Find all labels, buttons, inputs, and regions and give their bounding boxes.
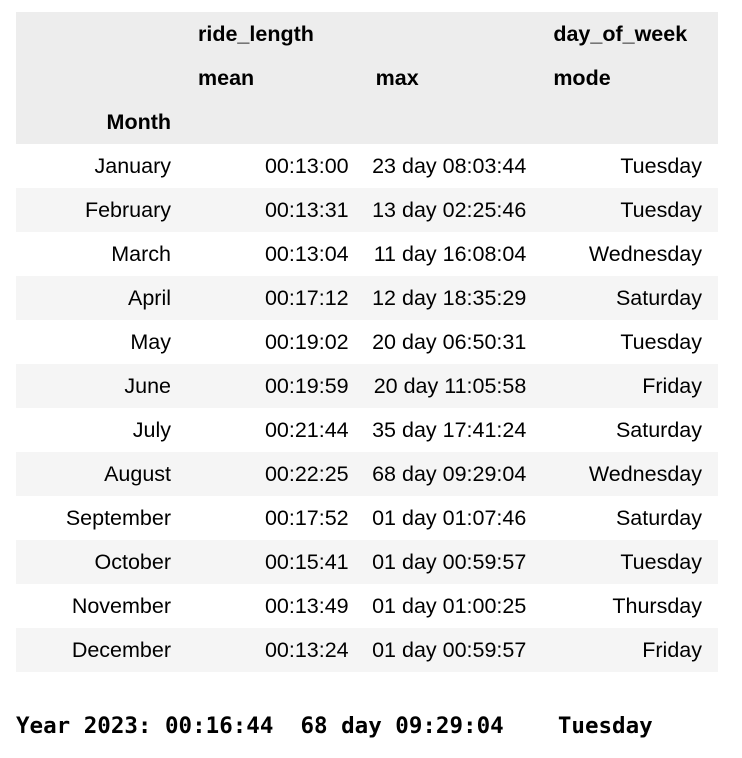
- mean-column-header: mean: [185, 56, 363, 100]
- mode-cell: Tuesday: [540, 320, 718, 364]
- max-column-header: max: [362, 56, 541, 100]
- mode-cell: Wednesday: [540, 232, 718, 276]
- mode-cell: Tuesday: [540, 188, 718, 232]
- header-blank-cell: [16, 56, 185, 100]
- day-of-week-group-header: day_of_week: [540, 12, 718, 56]
- max-cell: 11 day 16:08:04: [362, 232, 541, 276]
- mean-cell: 00:17:52: [185, 496, 363, 540]
- month-cell: August: [16, 452, 185, 496]
- mode-cell: Saturday: [540, 496, 718, 540]
- ride-length-group-header: ride_length: [185, 12, 541, 56]
- max-cell: 13 day 02:25:46: [362, 188, 541, 232]
- mode-cell: Friday: [540, 364, 718, 408]
- max-cell: 23 day 08:03:44: [362, 144, 541, 188]
- table-row: September 00:17:52 01 day 01:07:46 Saturday: [16, 496, 718, 540]
- month-cell: April: [16, 276, 185, 320]
- month-cell: September: [16, 496, 185, 540]
- header-blank-cell: [362, 100, 541, 144]
- month-cell: July: [16, 408, 185, 452]
- mean-cell: 00:19:59: [185, 364, 363, 408]
- mean-cell: 00:13:04: [185, 232, 363, 276]
- month-cell: June: [16, 364, 185, 408]
- table-row: January 00:13:00 23 day 08:03:44 Tuesday: [16, 144, 718, 188]
- header-blank-cell: [185, 100, 363, 144]
- mode-cell: Tuesday: [540, 540, 718, 584]
- mean-cell: 00:13:31: [185, 188, 363, 232]
- month-cell: November: [16, 584, 185, 628]
- table-row: April 00:17:12 12 day 18:35:29 Saturday: [16, 276, 718, 320]
- mode-cell: Saturday: [540, 408, 718, 452]
- max-cell: 01 day 00:59:57: [362, 628, 541, 672]
- max-cell: 20 day 06:50:31: [362, 320, 541, 364]
- column-header-row: mean max mode: [16, 56, 718, 100]
- month-cell: March: [16, 232, 185, 276]
- mean-cell: 00:19:02: [185, 320, 363, 364]
- mode-cell: Thursday: [540, 584, 718, 628]
- table-row: August 00:22:25 68 day 09:29:04 Wednesday: [16, 452, 718, 496]
- mode-cell: Tuesday: [540, 144, 718, 188]
- month-cell: February: [16, 188, 185, 232]
- monthly-ride-stats-table: ride_length day_of_week mean max mode Mo…: [16, 12, 718, 672]
- mean-cell: 00:13:24: [185, 628, 363, 672]
- month-cell: December: [16, 628, 185, 672]
- mode-column-header: mode: [540, 56, 718, 100]
- table-row: February 00:13:31 13 day 02:25:46 Tuesday: [16, 188, 718, 232]
- header-blank-cell: [16, 12, 185, 56]
- table-body: January 00:13:00 23 day 08:03:44 Tuesday Feb…: [16, 144, 718, 672]
- index-name-row: Month: [16, 100, 718, 144]
- mean-cell: 00:13:49: [185, 584, 363, 628]
- mode-cell: Wednesday: [540, 452, 718, 496]
- table-row: October 00:15:41 01 day 00:59:57 Tuesday: [16, 540, 718, 584]
- month-cell: October: [16, 540, 185, 584]
- max-cell: 01 day 01:00:25: [362, 584, 541, 628]
- table-row: May 00:19:02 20 day 06:50:31 Tuesday: [16, 320, 718, 364]
- table-row: November 00:13:49 01 day 01:00:25 Thursday: [16, 584, 718, 628]
- max-cell: 35 day 17:41:24: [362, 408, 541, 452]
- table-row: December 00:13:24 01 day 00:59:57 Friday: [16, 628, 718, 672]
- max-cell: 68 day 09:29:04: [362, 452, 541, 496]
- max-cell: 01 day 01:07:46: [362, 496, 541, 540]
- max-cell: 20 day 11:05:58: [362, 364, 541, 408]
- month-cell: May: [16, 320, 185, 364]
- mode-cell: Saturday: [540, 276, 718, 320]
- year-summary-line: Year 2023: 00:16:44 68 day 09:29:04 Tues…: [16, 713, 653, 739]
- mean-cell: 00:17:12: [185, 276, 363, 320]
- mean-cell: 00:13:00: [185, 144, 363, 188]
- index-name-header: Month: [16, 100, 185, 144]
- mean-cell: 00:22:25: [185, 452, 363, 496]
- mean-cell: 00:15:41: [185, 540, 363, 584]
- mean-cell: 00:21:44: [185, 408, 363, 452]
- max-cell: 12 day 18:35:29: [362, 276, 541, 320]
- table-row: March 00:13:04 11 day 16:08:04 Wednesday: [16, 232, 718, 276]
- max-cell: 01 day 00:59:57: [362, 540, 541, 584]
- header-blank-cell: [540, 100, 718, 144]
- column-group-header-row: ride_length day_of_week: [16, 12, 718, 56]
- mode-cell: Friday: [540, 628, 718, 672]
- table-row: July 00:21:44 35 day 17:41:24 Saturday: [16, 408, 718, 452]
- table-row: June 00:19:59 20 day 11:05:58 Friday: [16, 364, 718, 408]
- month-cell: January: [16, 144, 185, 188]
